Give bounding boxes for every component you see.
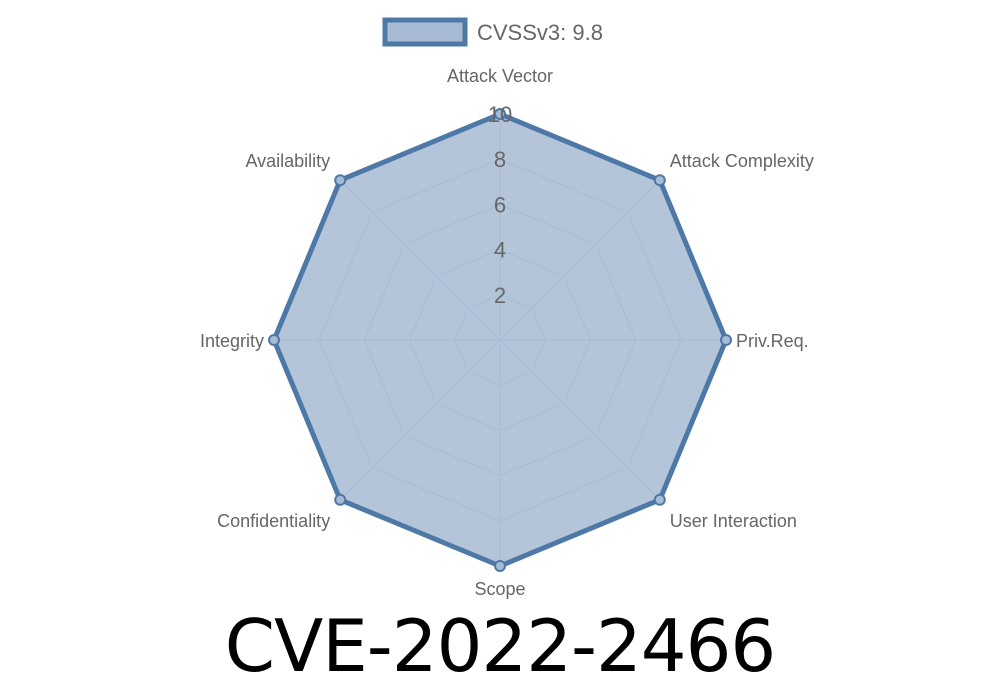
axis-label: Attack Complexity — [670, 151, 814, 171]
axis-labels: Attack Vector Attack Complexity Priv.Req. U… — [200, 66, 814, 599]
radar-series — [268, 108, 732, 572]
data-point — [334, 174, 347, 187]
data-point — [653, 174, 666, 187]
legend-label: CVSSv3: 9.8 — [477, 20, 603, 45]
axis-label: Scope — [474, 579, 525, 599]
axis-label: Availability — [245, 151, 330, 171]
axis-label: Priv.Req. — [736, 331, 809, 351]
axis-label: Confidentiality — [217, 511, 330, 531]
legend: CVSSv3: 9.8 — [382, 17, 603, 47]
data-point — [653, 493, 666, 506]
chart-title: CVE-2022-2466 — [224, 604, 776, 688]
axis-label: Attack Vector — [447, 66, 553, 86]
data-point — [494, 560, 506, 572]
data-point — [268, 334, 280, 346]
tick-label: 10 — [488, 102, 512, 127]
legend-swatch — [382, 17, 468, 47]
axis-label: User Interaction — [670, 511, 797, 531]
tick-label: 8 — [494, 147, 506, 172]
data-point — [494, 108, 506, 120]
tick-label: 4 — [494, 238, 506, 263]
data-point — [334, 493, 347, 506]
tick-label: 2 — [494, 283, 506, 308]
radial-ticks: 2 4 6 8 10 — [488, 102, 512, 308]
axis-label: Integrity — [200, 331, 264, 351]
data-point — [720, 334, 732, 346]
tick-label: 6 — [494, 192, 506, 217]
